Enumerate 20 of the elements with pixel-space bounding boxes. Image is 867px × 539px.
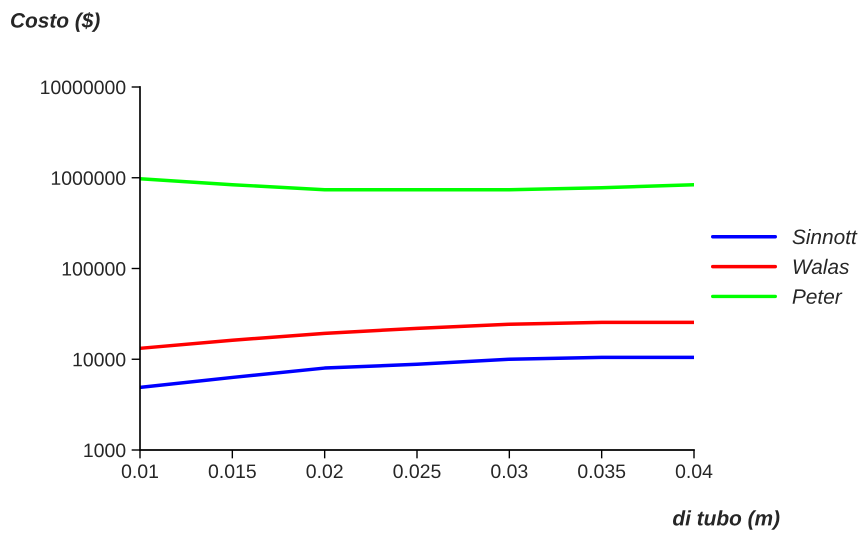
legend-label: Sinnott	[792, 228, 858, 244]
x-tick-label: 0.03	[491, 464, 528, 478]
legend-label: Peter	[792, 289, 842, 304]
x-tick-label: 0.01	[122, 464, 158, 478]
y-axis-title: Costo ($)	[11, 12, 100, 32]
y-tick-label: 1000	[84, 443, 126, 458]
x-tick-label: 0.02	[306, 464, 343, 478]
legend-label: Walas	[794, 258, 850, 274]
x-tick-label: 0.04	[676, 464, 712, 478]
line-series	[140, 356, 694, 390]
y-tick-label: 100000	[62, 262, 126, 276]
y-tick-label: 1000000	[52, 171, 126, 185]
y-tick-label: 10000000	[41, 80, 126, 94]
y-tick-label: 10000	[74, 352, 126, 366]
x-tick-label: 0.025	[393, 464, 441, 478]
line-series	[140, 177, 694, 192]
x-tick-label: 0.035	[578, 464, 626, 478]
line-series	[140, 320, 694, 350]
x-axis-title: di tubo (m)	[672, 510, 780, 530]
x-tick-label: 0.015	[208, 464, 256, 478]
